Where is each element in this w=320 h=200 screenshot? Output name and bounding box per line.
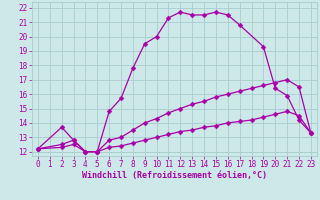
X-axis label: Windchill (Refroidissement éolien,°C): Windchill (Refroidissement éolien,°C) xyxy=(82,171,267,180)
